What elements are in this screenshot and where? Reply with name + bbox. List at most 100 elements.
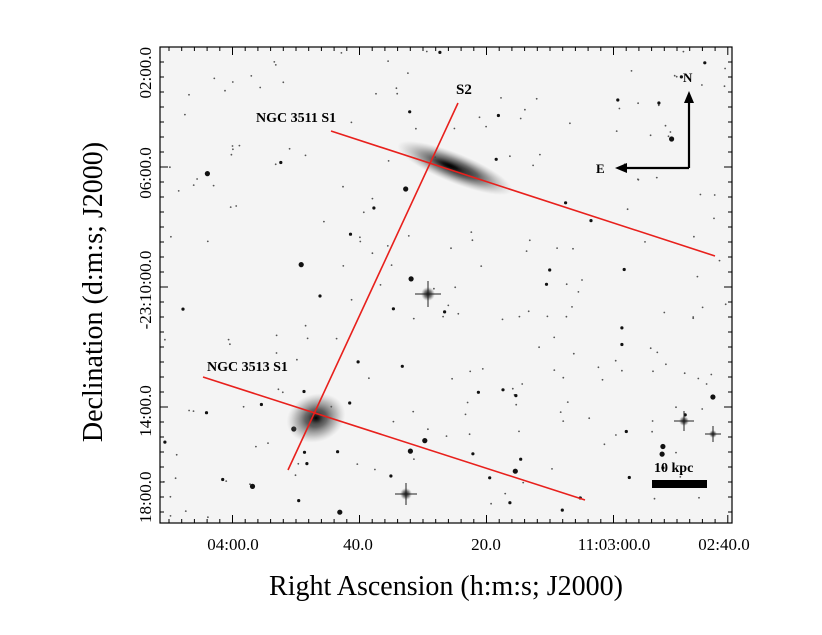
star <box>481 368 484 370</box>
star <box>279 160 283 165</box>
star <box>206 240 209 243</box>
star <box>356 463 359 465</box>
star <box>710 373 713 376</box>
y-tick-label: 06:00.0 <box>136 147 155 198</box>
star <box>224 89 226 92</box>
star <box>371 252 374 255</box>
star <box>673 74 676 77</box>
star <box>675 451 677 454</box>
star <box>692 317 695 320</box>
star <box>348 232 353 236</box>
star <box>514 394 518 398</box>
star <box>696 275 699 278</box>
star <box>560 508 564 512</box>
star <box>471 452 475 456</box>
star <box>225 480 228 482</box>
star <box>519 457 523 461</box>
scale-bar-label: 10 kpc <box>654 461 693 476</box>
star <box>169 495 172 498</box>
star <box>412 317 415 320</box>
star <box>359 236 361 239</box>
star <box>667 135 670 138</box>
star <box>614 359 617 362</box>
star <box>620 326 624 330</box>
plot-frame <box>159 46 733 524</box>
x-tick-label: 40.0 <box>343 535 373 554</box>
star <box>701 84 703 86</box>
star <box>164 338 166 341</box>
star <box>275 334 278 337</box>
star <box>188 409 191 412</box>
star <box>250 75 253 77</box>
star <box>565 315 568 318</box>
star <box>548 268 552 272</box>
star <box>615 130 618 133</box>
star <box>374 468 376 471</box>
star <box>230 153 233 156</box>
star <box>581 279 583 281</box>
star <box>559 411 562 413</box>
star <box>589 219 593 223</box>
star <box>294 474 297 477</box>
star <box>177 190 180 192</box>
slit-ngc3511-s1 <box>330 130 716 257</box>
star <box>302 389 306 394</box>
bright-star <box>674 411 694 431</box>
star <box>496 113 500 118</box>
star <box>651 420 654 422</box>
star <box>630 70 633 72</box>
star <box>718 259 721 262</box>
star <box>163 440 167 444</box>
star <box>504 492 507 495</box>
star <box>627 475 631 480</box>
star <box>273 61 276 63</box>
star <box>535 97 538 100</box>
bright-star <box>705 426 721 442</box>
star <box>453 127 456 130</box>
star <box>274 163 277 166</box>
star <box>480 265 483 267</box>
star <box>249 483 256 489</box>
star <box>616 98 620 102</box>
star <box>296 358 298 361</box>
star <box>572 247 574 250</box>
star <box>546 315 549 318</box>
axis-ticks <box>160 46 732 523</box>
slit-s2-label: S2 <box>456 82 472 98</box>
star <box>282 81 285 84</box>
star <box>622 267 626 272</box>
star <box>359 240 362 243</box>
star <box>512 468 518 474</box>
star <box>450 247 452 250</box>
x-tick-label: 20.0 <box>471 535 501 554</box>
star <box>298 262 304 268</box>
star <box>335 337 338 340</box>
star <box>615 434 617 436</box>
star <box>500 97 502 99</box>
star <box>538 346 540 349</box>
compass-north-label: N <box>683 70 693 85</box>
star <box>522 481 525 484</box>
slit-s2 <box>287 102 459 471</box>
star <box>356 360 360 364</box>
star <box>693 235 695 238</box>
star <box>454 286 457 289</box>
compass: N E <box>596 70 694 176</box>
star <box>451 377 453 380</box>
star <box>196 178 199 180</box>
star <box>375 92 377 95</box>
star <box>408 110 412 114</box>
star <box>624 429 628 434</box>
star <box>571 306 573 308</box>
star <box>238 144 241 147</box>
star <box>588 417 591 420</box>
star <box>443 310 447 314</box>
star <box>518 315 521 318</box>
star <box>169 166 171 169</box>
star <box>387 160 390 162</box>
star <box>425 50 428 53</box>
star <box>231 81 234 83</box>
star <box>184 113 186 116</box>
y-tick-label: 14:00.0 <box>136 385 155 436</box>
